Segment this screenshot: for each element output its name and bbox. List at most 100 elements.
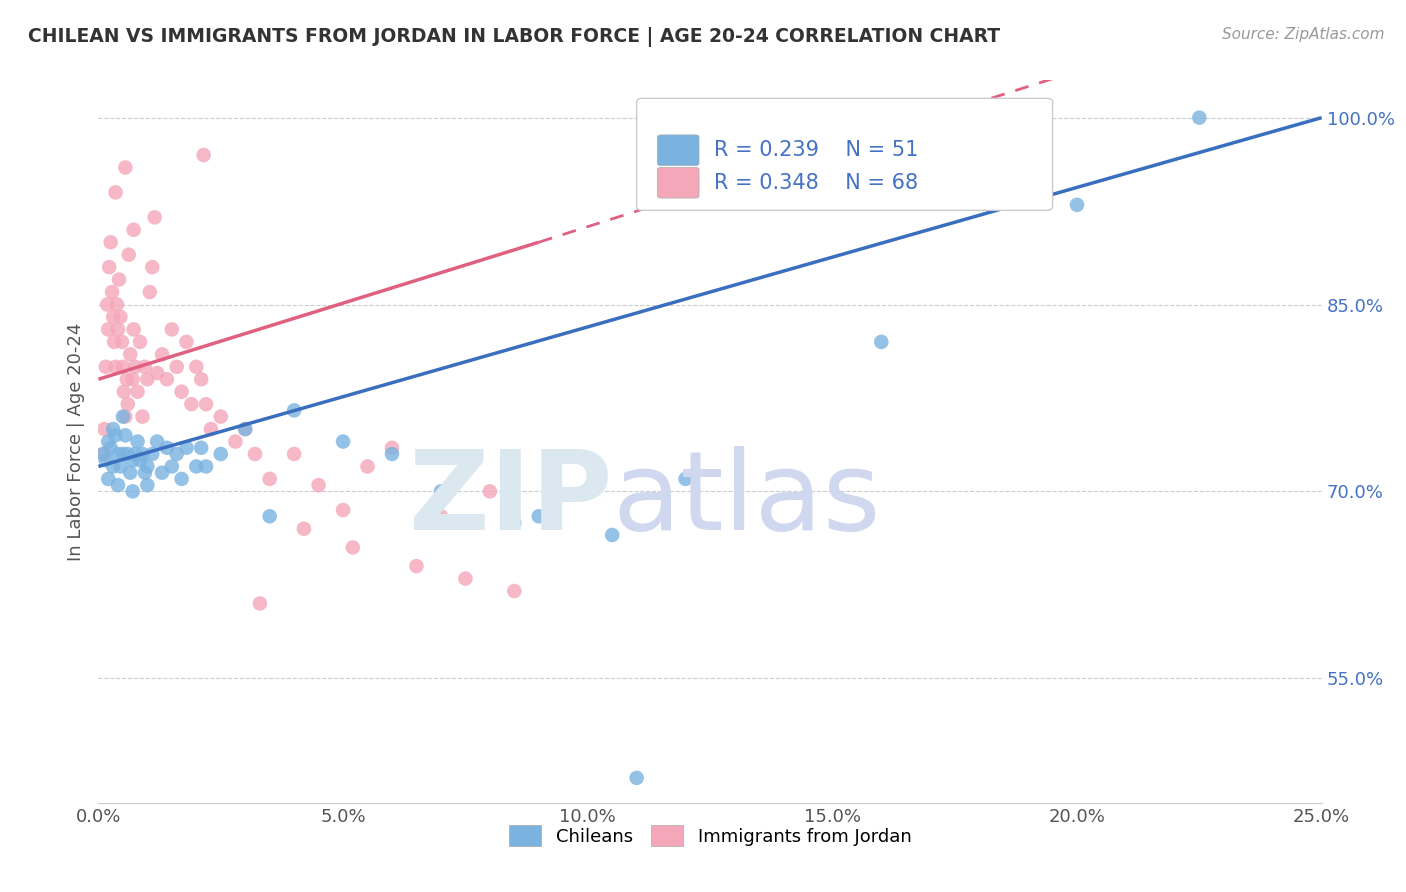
Point	[527, 509, 550, 524]
Point	[166, 447, 188, 461]
FancyBboxPatch shape	[637, 98, 1053, 211]
Text: R = 0.239    N = 51: R = 0.239 N = 51	[714, 140, 918, 161]
Point	[249, 597, 271, 611]
Point	[108, 272, 131, 286]
Point	[454, 572, 477, 586]
Point	[141, 260, 163, 274]
Point	[1188, 111, 1211, 125]
Point	[111, 409, 134, 424]
Point	[626, 771, 648, 785]
Point	[115, 372, 138, 386]
Point	[101, 422, 124, 436]
Point	[430, 509, 453, 524]
Point	[121, 372, 143, 386]
Point	[100, 235, 122, 250]
Point	[141, 447, 163, 461]
Point	[430, 484, 453, 499]
Point	[129, 334, 152, 349]
Point	[193, 148, 215, 162]
Point	[342, 541, 364, 555]
FancyBboxPatch shape	[658, 168, 699, 198]
Point	[160, 459, 183, 474]
Point	[134, 359, 156, 374]
Point	[107, 322, 129, 336]
Point	[114, 428, 136, 442]
Point	[124, 447, 146, 461]
Point	[186, 459, 208, 474]
Point	[160, 322, 183, 336]
Text: Source: ZipAtlas.com: Source: ZipAtlas.com	[1222, 27, 1385, 42]
Point	[870, 334, 893, 349]
Point	[105, 297, 128, 311]
Point	[283, 447, 305, 461]
Text: CHILEAN VS IMMIGRANTS FROM JORDAN IN LABOR FORCE | AGE 20-24 CORRELATION CHART: CHILEAN VS IMMIGRANTS FROM JORDAN IN LAB…	[28, 27, 1000, 46]
Point	[117, 397, 139, 411]
Point	[121, 484, 143, 499]
Point	[104, 186, 127, 200]
Point	[122, 223, 145, 237]
Point	[156, 441, 179, 455]
Point	[200, 422, 222, 436]
Y-axis label: In Labor Force | Age 20-24: In Labor Force | Age 20-24	[66, 322, 84, 561]
Point	[124, 359, 146, 374]
Point	[111, 334, 134, 349]
Point	[129, 453, 152, 467]
Point	[120, 466, 142, 480]
Point	[600, 528, 623, 542]
Point	[110, 310, 132, 324]
Point	[118, 248, 141, 262]
FancyBboxPatch shape	[658, 135, 699, 166]
Point	[131, 447, 153, 461]
Point	[675, 472, 697, 486]
Point	[150, 466, 173, 480]
Point	[180, 397, 202, 411]
Point	[100, 441, 122, 455]
Point	[97, 322, 120, 336]
Point	[195, 397, 218, 411]
Point	[186, 359, 208, 374]
Point	[292, 522, 315, 536]
Point	[121, 453, 143, 467]
Point	[332, 503, 354, 517]
Point	[156, 372, 179, 386]
Point	[224, 434, 246, 449]
Point	[166, 359, 188, 374]
Point	[503, 584, 526, 599]
Point	[176, 334, 198, 349]
Point	[259, 509, 281, 524]
Point	[150, 347, 173, 361]
Point	[405, 559, 427, 574]
Point	[104, 428, 127, 442]
Point	[103, 334, 125, 349]
Text: atlas: atlas	[612, 446, 880, 553]
Point	[101, 459, 124, 474]
Point	[332, 434, 354, 449]
Point	[146, 366, 169, 380]
Point	[503, 516, 526, 530]
Point	[170, 384, 193, 399]
Point	[146, 434, 169, 449]
Point	[98, 260, 121, 274]
Point	[243, 447, 266, 461]
Point	[110, 459, 132, 474]
Point	[104, 359, 127, 374]
Point	[209, 447, 232, 461]
Point	[136, 478, 159, 492]
Point	[356, 459, 378, 474]
Point	[233, 422, 256, 436]
Point	[139, 285, 162, 299]
Point	[97, 472, 120, 486]
Point	[131, 409, 153, 424]
Point	[91, 447, 114, 461]
Point	[190, 441, 212, 455]
Point	[136, 372, 159, 386]
Point	[136, 459, 159, 474]
Point	[381, 441, 404, 455]
Point	[381, 447, 404, 461]
Legend: Chileans, Immigrants from Jordan: Chileans, Immigrants from Jordan	[499, 816, 921, 855]
Point	[1066, 198, 1088, 212]
Point	[94, 359, 117, 374]
Point	[107, 478, 129, 492]
Point	[111, 447, 134, 461]
Point	[97, 434, 120, 449]
